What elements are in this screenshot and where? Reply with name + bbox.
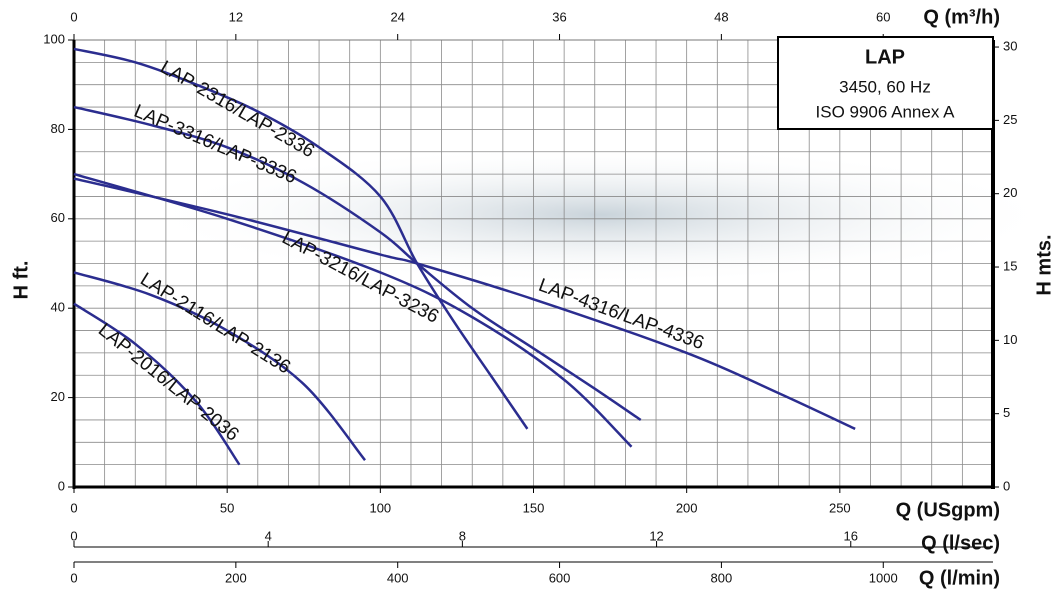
legend-line: ISO 9906 Annex A [816,102,956,121]
y2-tick-label: 20 [1003,185,1017,200]
legend-line: 3450, 60 Hz [839,77,931,96]
x-tick-label: 100 [369,500,391,515]
x-axis-title: Q (USgpm) [896,499,1000,521]
y-tick-label: 20 [51,389,65,404]
y2-tick-label: 30 [1003,38,1017,53]
x-tick-label: 12 [649,528,663,543]
x-tick-label: 250 [829,500,851,515]
x-tick-label: 150 [523,500,545,515]
x-tick-label: 36 [552,9,566,24]
x-tick-label: 0 [70,9,77,24]
y2-tick-label: 10 [1003,332,1017,347]
x-tick-label: 200 [225,570,247,585]
x-tick-label: 400 [387,570,409,585]
x-tick-label: 48 [714,9,728,24]
y2-tick-label: 15 [1003,258,1017,273]
y-tick-label: 40 [51,300,65,315]
x-tick-label: 800 [711,570,733,585]
pump-curve [73,177,856,431]
pump-curve [73,172,633,448]
pump-curve [73,105,642,421]
y-tick-label: 100 [43,31,65,46]
x-tick-label: 24 [390,9,404,24]
legend-title: LAP [865,46,905,68]
x-axis-title: Q (l/sec) [921,532,1000,554]
y-tick-label: 0 [58,478,65,493]
x-tick-label: 600 [549,570,571,585]
x-tick-label: 0 [70,528,77,543]
y2-tick-label: 25 [1003,112,1017,127]
pump-curve [73,47,529,430]
pump-curve [73,302,241,466]
y-tick-label: 60 [51,210,65,225]
x-tick-label: 16 [844,528,858,543]
x-tick-label: 8 [459,528,466,543]
x-axis-title: Q (l/min) [919,567,1000,589]
x-tick-label: 60 [876,9,890,24]
y-axis-title: H ft. [10,261,32,300]
x-tick-label: 200 [676,500,698,515]
curve-label: LAP-3316/LAP-3336 [131,101,300,188]
x-tick-label: 4 [265,528,272,543]
x-tick-label: 0 [70,500,77,515]
legend-box [777,36,994,130]
x-tick-label: 0 [70,570,77,585]
y2-axis-title: H mts. [1033,234,1055,295]
y-tick-label: 80 [51,121,65,136]
curve-label: LAP-4316/LAP-4336 [536,275,707,354]
y2-tick-label: 5 [1003,405,1010,420]
x-tick-label: 12 [229,9,243,24]
x-tick-label: 1000 [869,570,898,585]
pump-curve [73,271,366,461]
x-axis-title: Q (m³/h) [923,6,1000,28]
y2-tick-label: 0 [1003,478,1010,493]
x-tick-label: 50 [220,500,234,515]
background-wash [140,145,1058,285]
